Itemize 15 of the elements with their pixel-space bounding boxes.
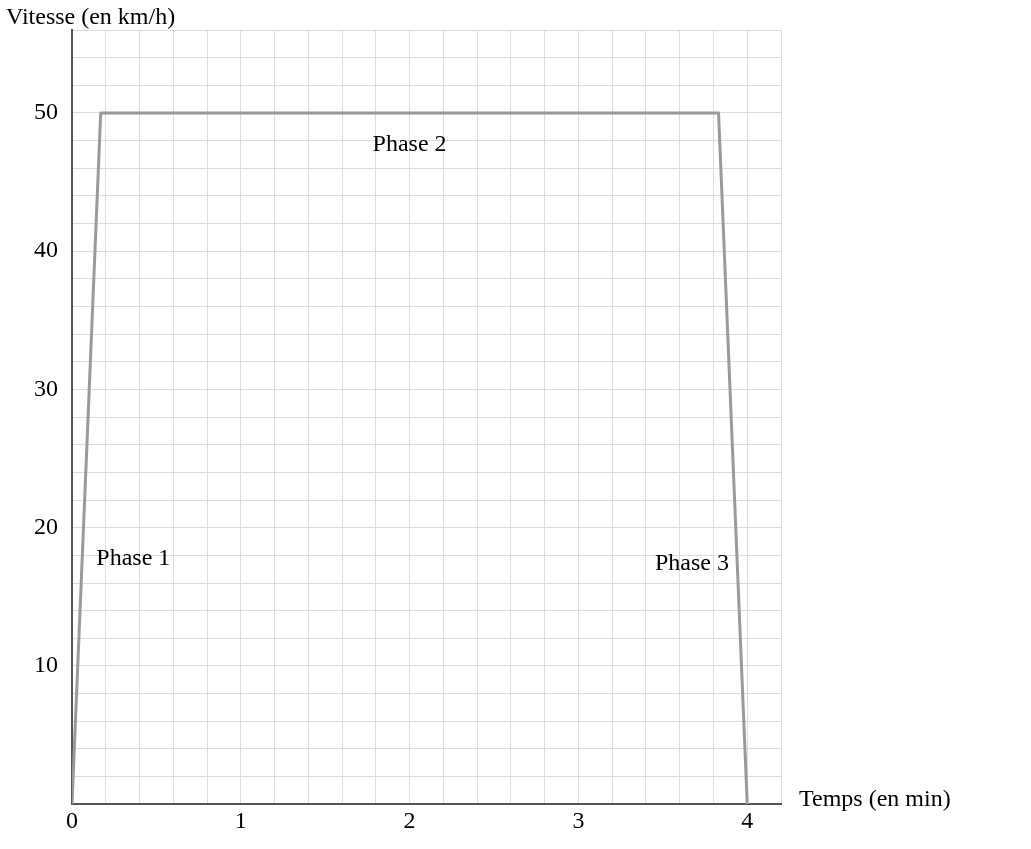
x-tick-label: 2 [403, 806, 416, 833]
x-tick-label: 4 [741, 806, 754, 833]
annotation: Phase 2 [372, 130, 447, 157]
y-tick-label: 30 [34, 374, 58, 401]
y-tick-label: 20 [34, 513, 58, 539]
x-tick-label: 3 [572, 806, 585, 833]
annotation: Phase 3 [654, 548, 729, 575]
y-axis-title: Vitesse (en km/h) [6, 3, 176, 30]
y-tick-label: 50 [34, 98, 58, 125]
y-tick-label: 10 [34, 651, 58, 678]
x-tick-label: 0 [66, 806, 78, 833]
x-axis-title: Temps (en min) [799, 785, 951, 812]
x-tick-label: 1 [234, 806, 247, 833]
y-tick-label: 40 [34, 236, 58, 263]
annotation: Phase 1 [96, 543, 171, 570]
